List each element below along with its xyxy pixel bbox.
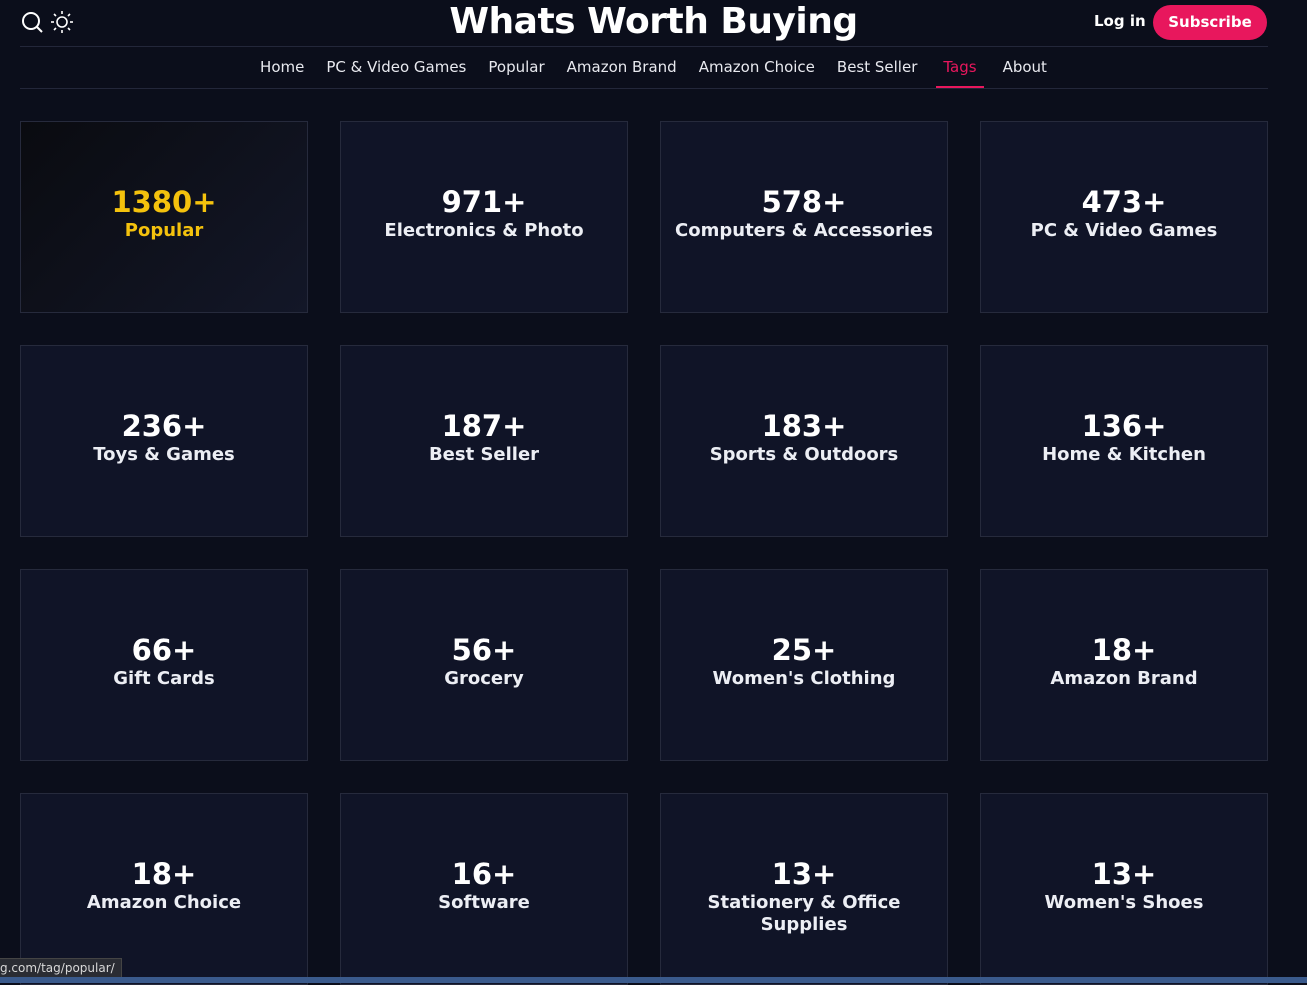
tag-count: 1380+ — [111, 185, 217, 219]
tag-name: Electronics & Photo — [384, 220, 584, 241]
tag-name: Women's Clothing — [712, 668, 896, 689]
tag-count: 25+ — [771, 633, 837, 667]
tag-count: 66+ — [131, 633, 197, 667]
nav-link[interactable]: Tags — [936, 56, 984, 88]
tag-card[interactable]: 13+ Women's Shoes — [980, 793, 1268, 985]
status-url: g.com/tag/popular/ — [0, 958, 122, 979]
tag-count: 971+ — [441, 185, 527, 219]
tag-name: Sports & Outdoors — [709, 444, 899, 465]
tag-card[interactable]: 25+ Women's Clothing — [660, 569, 948, 761]
tag-count: 16+ — [451, 857, 517, 891]
tag-count: 473+ — [1081, 185, 1167, 219]
tag-card[interactable]: 1380+ Popular — [20, 121, 308, 313]
tag-card[interactable]: 236+ Toys & Games — [20, 345, 308, 537]
nav-link[interactable]: PC & Video Games — [326, 58, 467, 76]
search-icon[interactable] — [22, 12, 43, 33]
tag-card[interactable]: 473+ PC & Video Games — [980, 121, 1268, 313]
tag-count: 13+ — [1091, 857, 1157, 891]
tag-card[interactable]: 56+ Grocery — [340, 569, 628, 761]
login-link[interactable]: Log in — [1094, 12, 1146, 30]
tag-card[interactable]: 183+ Sports & Outdoors — [660, 345, 948, 537]
tag-name: Stationery & Office Supplies — [707, 892, 901, 935]
site-title[interactable]: Whats Worth Buying — [449, 1, 858, 42]
tag-name: PC & Video Games — [1030, 220, 1218, 241]
divider — [20, 46, 1268, 47]
tag-count: 56+ — [451, 633, 517, 667]
header-icons — [22, 11, 73, 33]
tag-count: 18+ — [131, 857, 197, 891]
nav-link[interactable]: Amazon Choice — [698, 58, 815, 76]
tag-card[interactable]: 66+ Gift Cards — [20, 569, 308, 761]
divider — [20, 88, 1268, 89]
subscribe-button[interactable]: Subscribe — [1153, 5, 1267, 40]
tag-name: Best Seller — [428, 444, 540, 465]
tag-count: 13+ — [771, 857, 837, 891]
theme-icon[interactable] — [51, 11, 73, 33]
tag-name: Computers & Accessories — [675, 220, 933, 241]
nav: Home PC & Video Games Popular Amazon Brand A… — [0, 56, 1307, 88]
tag-name: Women's Shoes — [1044, 892, 1204, 913]
tag-name: Amazon Choice — [86, 892, 242, 913]
nav-link[interactable]: About — [1002, 58, 1047, 76]
tag-count: 136+ — [1081, 409, 1167, 443]
tag-name: Popular — [124, 220, 204, 241]
tag-card[interactable]: 578+ Computers & Accessories — [660, 121, 948, 313]
tag-count: 187+ — [441, 409, 527, 443]
tag-name: Software — [438, 892, 530, 913]
tag-name: Home & Kitchen — [1042, 444, 1206, 465]
tag-count: 578+ — [761, 185, 847, 219]
nav-link[interactable]: Amazon Brand — [566, 58, 677, 76]
tag-name: Grocery — [444, 668, 524, 689]
tag-name: Toys & Games — [93, 444, 235, 465]
nav-link[interactable]: Home — [260, 58, 305, 76]
tag-card[interactable]: 971+ Electronics & Photo — [340, 121, 628, 313]
taskbar-strip — [0, 977, 1307, 983]
tag-name: Amazon Brand — [1050, 668, 1198, 689]
nav-link[interactable]: Popular — [488, 58, 545, 76]
tag-card[interactable]: 187+ Best Seller — [340, 345, 628, 537]
tag-name: Gift Cards — [113, 668, 215, 689]
tag-card[interactable]: 136+ Home & Kitchen — [980, 345, 1268, 537]
tag-count: 183+ — [761, 409, 847, 443]
nav-link[interactable]: Best Seller — [836, 58, 918, 76]
tag-card[interactable]: 16+ Software — [340, 793, 628, 985]
tag-count: 18+ — [1091, 633, 1157, 667]
tag-count: 236+ — [121, 409, 207, 443]
tag-card[interactable]: 18+ Amazon Brand — [980, 569, 1268, 761]
tag-card[interactable]: 18+ Amazon Choice — [20, 793, 308, 985]
tag-card[interactable]: 13+ Stationery & Office Supplies — [660, 793, 948, 985]
